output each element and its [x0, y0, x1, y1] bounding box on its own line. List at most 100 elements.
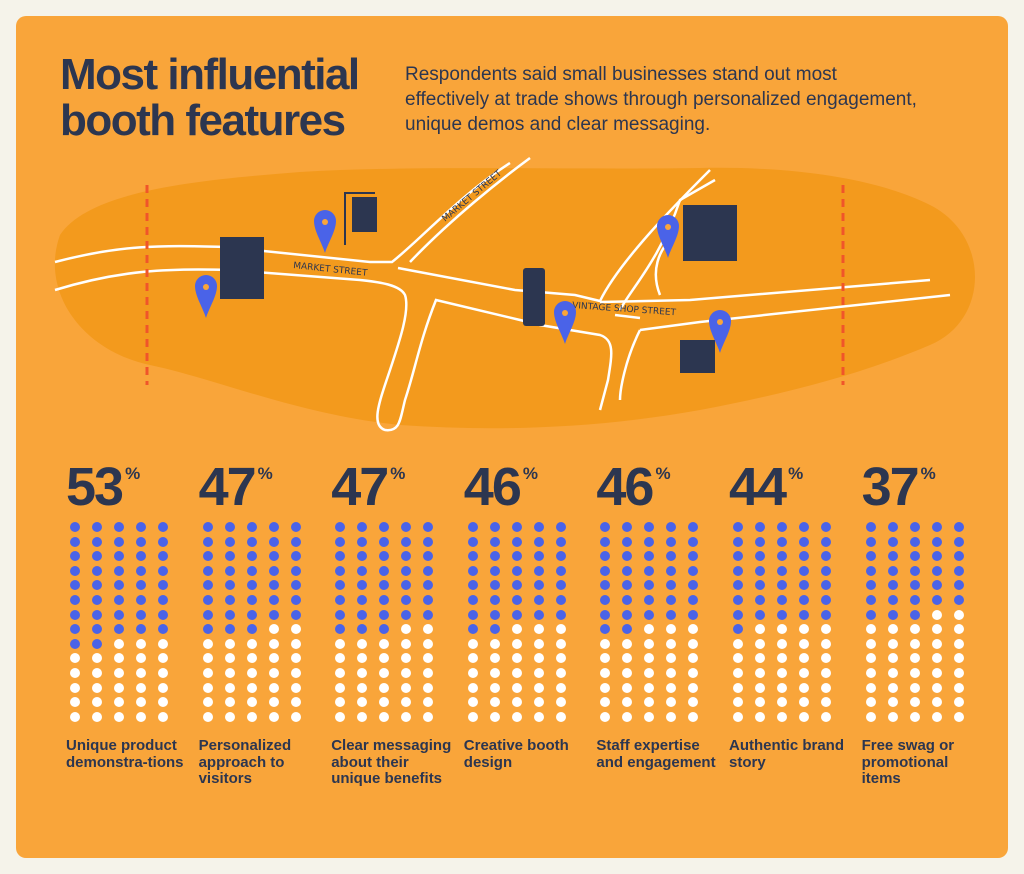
dot-filled [909, 522, 920, 532]
page-title: Most influential booth features [60, 52, 360, 145]
dot-filled [666, 536, 677, 547]
dot-filled [335, 522, 346, 532]
dot-filled [821, 551, 831, 562]
dot-filled [246, 580, 257, 591]
dot-empty [246, 668, 257, 678]
dot-empty [909, 653, 920, 664]
dot-empty [666, 624, 677, 635]
dot-filled [909, 580, 920, 591]
dot-empty [821, 653, 831, 664]
dot-empty [268, 668, 279, 678]
dot-filled [114, 624, 124, 635]
dot-filled [821, 536, 831, 547]
dot-filled [489, 551, 500, 562]
dot-filled [600, 522, 611, 532]
dot-filled [489, 609, 500, 620]
dot-filled [733, 522, 743, 532]
dot-empty [555, 653, 566, 664]
dot-empty [887, 653, 898, 664]
dot-filled [688, 522, 699, 532]
dot-empty [202, 653, 213, 664]
dot-filled [357, 551, 368, 562]
dot-empty [401, 638, 412, 649]
dot-filled [357, 536, 368, 547]
dot-filled [777, 580, 787, 591]
dot-empty [555, 697, 566, 708]
feature-column: 44% Authentic brand story [729, 458, 859, 770]
dot-filled [357, 595, 368, 605]
dot-filled [401, 580, 412, 591]
dot-empty [953, 682, 964, 693]
dot-empty [357, 638, 368, 649]
map-pin-icon [314, 210, 336, 253]
dot-filled [733, 565, 743, 576]
dot-empty [666, 682, 677, 693]
dot-empty [246, 638, 257, 649]
dot-filled [622, 580, 633, 591]
dot-filled [290, 551, 301, 562]
pins [195, 210, 731, 353]
dot-filled [379, 551, 390, 562]
dot-filled [733, 609, 743, 620]
dot-filled [931, 536, 942, 547]
dot-empty [467, 711, 478, 722]
percent-sign: % [522, 464, 538, 483]
booth-frame-icon [344, 192, 375, 245]
dot-empty [70, 711, 80, 722]
dot-empty [555, 668, 566, 678]
percent-sign: % [125, 464, 141, 483]
dot-empty [799, 711, 809, 722]
dot-empty [335, 682, 346, 693]
dot-filled [887, 609, 898, 620]
dot-filled [555, 580, 566, 591]
dot-filled [511, 580, 522, 591]
dot-filled [555, 536, 566, 547]
dot-empty [136, 697, 146, 708]
dot-empty [931, 697, 942, 708]
dot-empty [622, 653, 633, 664]
dot-filled [335, 595, 346, 605]
dot-filled [755, 595, 765, 605]
dot-filled [114, 580, 124, 591]
dot-filled [865, 522, 876, 532]
dot-empty [202, 682, 213, 693]
dot-filled [511, 551, 522, 562]
dot-filled [533, 565, 544, 576]
dot-empty [953, 624, 964, 635]
dot-filled [688, 609, 699, 620]
booth-icon [523, 268, 545, 326]
dot-filled [953, 522, 964, 532]
dot-empty [644, 638, 655, 649]
dot-empty [755, 668, 765, 678]
dot-empty [733, 638, 743, 649]
booth-icon [683, 205, 737, 261]
dot-filled [467, 536, 478, 547]
dot-empty [401, 653, 412, 664]
dot-filled [533, 609, 544, 620]
dot-filled [202, 522, 213, 532]
dot-filled [379, 522, 390, 532]
dot-empty [511, 697, 522, 708]
dot-empty [489, 697, 500, 708]
dot-filled [666, 580, 677, 591]
dot-empty [335, 711, 346, 722]
dot-empty [755, 711, 765, 722]
dot-filled [202, 565, 213, 576]
dot-empty [401, 668, 412, 678]
dot-filled [688, 580, 699, 591]
dot-filled [622, 522, 633, 532]
dot-empty [335, 653, 346, 664]
dot-empty [865, 668, 876, 678]
dot-empty [777, 668, 787, 678]
dot-empty [644, 624, 655, 635]
title-line-2: booth features [60, 96, 346, 145]
dot-empty [799, 697, 809, 708]
dot-empty [865, 682, 876, 693]
dot-filled [622, 565, 633, 576]
dot-filled [246, 609, 257, 620]
dot-filled [246, 565, 257, 576]
dot-grid [600, 522, 720, 722]
dot-filled [688, 595, 699, 605]
dot-empty [379, 668, 390, 678]
dot-filled [158, 551, 168, 562]
